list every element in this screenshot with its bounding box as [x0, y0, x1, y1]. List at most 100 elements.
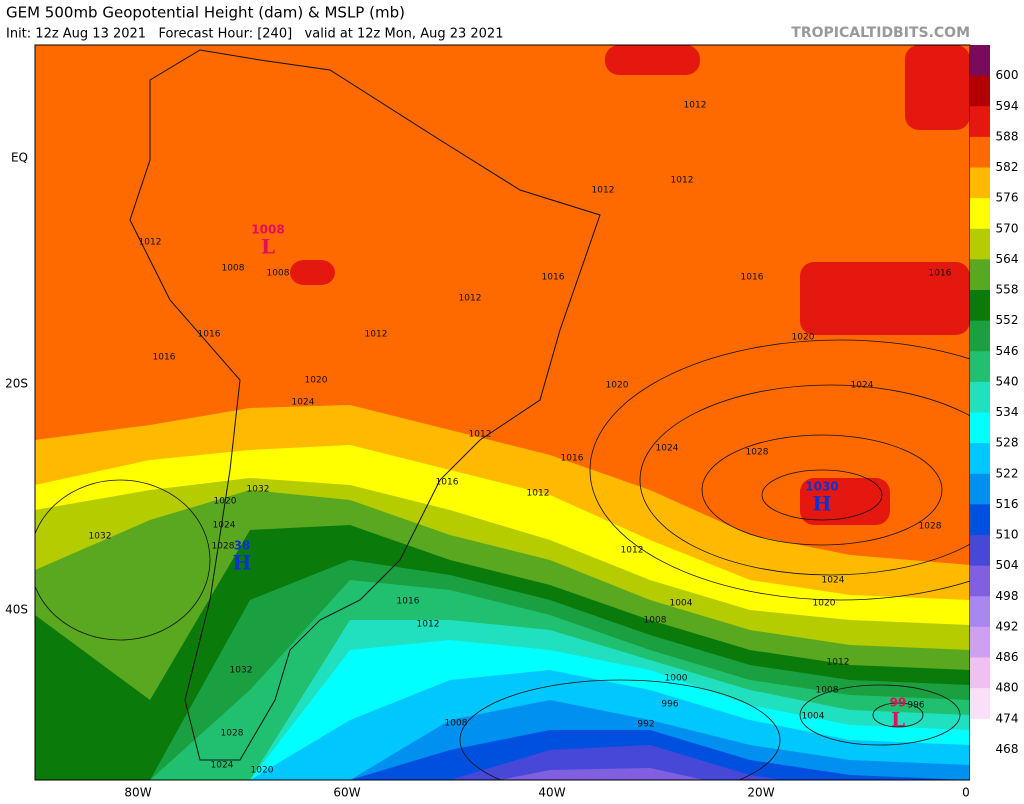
isobar-label: 1016 — [542, 273, 565, 283]
colorbar-swatch — [970, 749, 990, 781]
isobar-label: 1016 — [929, 269, 952, 279]
center-letter: L — [891, 708, 905, 732]
isobar-label: 1016 — [397, 597, 420, 607]
colorbar-swatch — [970, 75, 990, 107]
field-patch — [290, 260, 335, 285]
colorbar-swatch — [970, 290, 990, 322]
isobar-label: 1012 — [139, 238, 162, 248]
isobar-label: 1024 — [851, 381, 874, 391]
colorbar-label: 504 — [996, 558, 1019, 572]
isobar-label: 1020 — [813, 599, 836, 609]
isobar-label: 996 — [907, 701, 924, 711]
field-patch — [605, 45, 700, 75]
lat-label: EQ — [11, 151, 28, 165]
lon-label: 20W — [747, 786, 774, 800]
isobar-label: 1032 — [230, 666, 253, 676]
isobar-label: 1012 — [827, 658, 850, 668]
isobar-label: 1016 — [198, 330, 221, 340]
colorbar-label: 588 — [996, 129, 1019, 143]
isobar-label: 996 — [661, 700, 678, 710]
field-band — [500, 768, 705, 780]
colorbar-label: 516 — [996, 497, 1019, 511]
colorbar-swatch — [970, 320, 990, 352]
height-field — [35, 45, 970, 780]
isobar-label: 1004 — [802, 712, 825, 722]
contours — [35, 49, 970, 780]
colorbar-label: 534 — [996, 405, 1019, 419]
center-letter: L — [261, 235, 275, 259]
isobar-label: 1032 — [247, 485, 270, 495]
isobar-label: 1008 — [644, 616, 667, 626]
colorbar-label: 582 — [996, 160, 1019, 174]
colorbar-label: 600 — [996, 68, 1019, 82]
colorbar-swatch — [970, 473, 990, 505]
isobar-label: 1020 — [214, 497, 237, 507]
center-value: 1030 — [805, 480, 838, 494]
isobar-label: 992 — [637, 720, 654, 730]
colorbar-swatch — [970, 412, 990, 444]
isobar-label: 1008 — [816, 686, 839, 696]
lon-label: 0 — [962, 786, 970, 800]
colorbar-label: 546 — [996, 344, 1019, 358]
isobar-label: 1024 — [656, 444, 679, 454]
isobar-label: 1012 — [365, 330, 388, 340]
isobar-label: 1016 — [561, 454, 584, 464]
center-value: 38 — [234, 539, 251, 553]
isobar-label: 1012 — [459, 294, 482, 304]
isobar-label: 1004 — [670, 599, 693, 609]
isobar-label: 1020 — [606, 381, 629, 391]
colorbar-label: 528 — [996, 436, 1019, 450]
center-value: 1008 — [251, 223, 284, 237]
colorbar-swatch — [970, 504, 990, 536]
lon-label: 80W — [124, 786, 151, 800]
center-value: 99 — [890, 696, 907, 710]
colorbar-label: 540 — [996, 374, 1019, 388]
center-letter: H — [813, 492, 832, 516]
isobar-label: 1024 — [292, 398, 315, 408]
colorbar-swatch — [970, 535, 990, 567]
colorbar-swatch — [970, 626, 990, 658]
isobar-label: 1012 — [684, 101, 707, 111]
field-patch — [800, 478, 890, 525]
isobar-label: 1024 — [213, 521, 236, 531]
center-letter: H — [233, 551, 252, 575]
watermark: TROPICALTIDBITS.COM — [791, 25, 970, 41]
colorbar-swatch — [970, 381, 990, 413]
colorbar-swatch — [970, 351, 990, 383]
isobar-label: 1020 — [792, 333, 815, 343]
subtitle: Init: 12z Aug 13 2021 Forecast Hour: [24… — [6, 27, 503, 42]
isobar-label: 1032 — [89, 532, 112, 542]
colorbar-swatch — [970, 259, 990, 291]
colorbar-swatch — [970, 718, 990, 750]
colorbar-swatch — [970, 106, 990, 138]
isobar-label: 1028 — [919, 522, 942, 532]
title: GEM 500mb Geopotential Height (dam) & MS… — [6, 4, 405, 22]
lon-label: 60W — [333, 786, 360, 800]
isobar-label: 1016 — [741, 273, 764, 283]
isobar-label: 1028 — [221, 729, 244, 739]
colorbar-label: 570 — [996, 221, 1019, 235]
colorbar-label: 492 — [996, 619, 1019, 633]
colorbar-swatch — [970, 688, 990, 720]
colorbar-label: 522 — [996, 466, 1019, 480]
isobar-label: 1016 — [436, 478, 459, 488]
lat-label: 20S — [5, 377, 28, 391]
colorbar: 600 594 588 582 576 570 564 558 552 546 540 534 528 5… — [970, 45, 1018, 781]
colorbar-label: 576 — [996, 191, 1019, 205]
colorbar-swatch — [970, 596, 990, 628]
isobar-label: 1016 — [153, 353, 176, 363]
isobar-label: 1000 — [665, 674, 688, 684]
isobar-label: 1008 — [445, 719, 468, 729]
colorbar-label: 480 — [996, 681, 1019, 695]
colorbar-swatch — [970, 136, 990, 168]
isobar-label: 1012 — [592, 186, 615, 196]
isobar-label: 1028 — [212, 542, 235, 552]
colorbar-label: 552 — [996, 313, 1019, 327]
isobar-label: 1024 — [822, 576, 845, 586]
isobar-label: 1028 — [746, 448, 769, 458]
isobar-label: 1012 — [671, 176, 694, 186]
field-patch — [905, 45, 970, 130]
colorbar-swatch — [970, 45, 990, 77]
isobar-label: 1012 — [621, 546, 644, 556]
